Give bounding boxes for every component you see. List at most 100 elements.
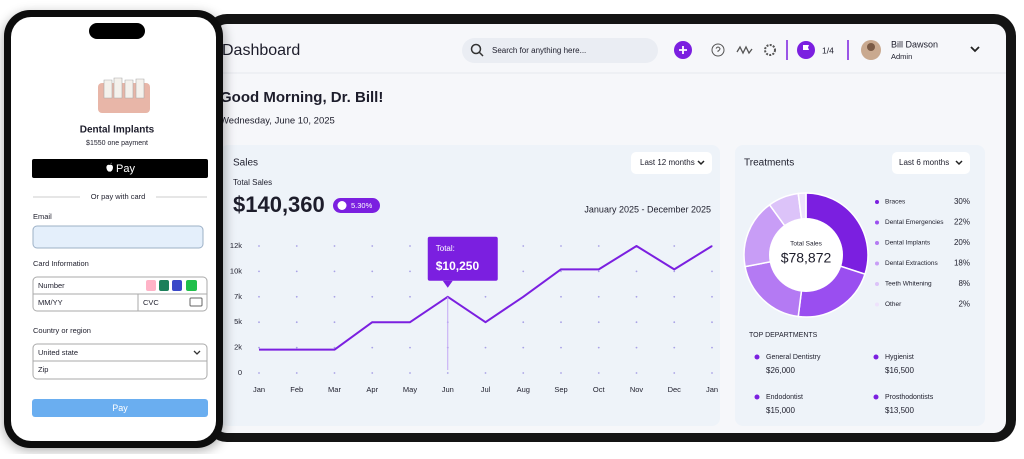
sales-filter[interactable]: [631, 152, 712, 174]
grid-dot: [711, 346, 713, 349]
grid-dot: [295, 270, 298, 273]
x-tick-label: Aug: [517, 385, 530, 394]
legend-label: Teeth Whitening: [885, 281, 932, 288]
grid-dot: [295, 372, 298, 374]
department-name: Endodontist: [766, 394, 803, 401]
grid-dot: [333, 295, 336, 298]
x-tick-label: Feb: [290, 385, 303, 394]
grid-dot: [522, 245, 525, 247]
grid-dot: [635, 372, 638, 374]
grid-dot: [371, 245, 374, 247]
flag-icon: [803, 45, 809, 55]
grid-dot: [522, 270, 525, 273]
activity-icon[interactable]: [736, 45, 753, 55]
grid-dot: [409, 245, 411, 247]
treatments-filter[interactable]: [892, 152, 970, 174]
user-role: Admin: [891, 52, 912, 61]
sales-title: Sales: [233, 158, 258, 169]
x-tick-label: May: [403, 385, 417, 394]
grid-dot: [635, 295, 638, 298]
grid-dot: [635, 346, 638, 349]
x-tick-label: Jan: [253, 385, 265, 394]
pay-button[interactable]: [32, 399, 208, 417]
user-menu-chevron[interactable]: [970, 46, 980, 53]
email-input[interactable]: [32, 225, 204, 249]
sales-change: 5.30%: [351, 201, 373, 210]
legend-dot: [875, 200, 879, 204]
card-brand-icon: [172, 280, 182, 291]
donut-hole: [769, 218, 843, 292]
x-tick-label: Jan: [706, 385, 718, 394]
grid-dot: [560, 372, 562, 374]
department-value: $26,000: [766, 366, 795, 375]
greeting: Good Morning, Dr. Bill!: [220, 89, 383, 106]
chevron: [193, 350, 201, 355]
grid-dot: [522, 321, 525, 324]
product-name: Dental Implants: [80, 125, 155, 136]
grid-dot: [522, 346, 525, 349]
chevron: [697, 160, 705, 166]
grid-dot: [597, 295, 600, 298]
grid-dot: [673, 372, 676, 374]
y-tick-label: 10k: [230, 266, 242, 275]
legend-dot: [875, 282, 879, 286]
grid-dot: [258, 321, 260, 324]
legend-label: Dental Extractions: [885, 260, 938, 267]
department-value: $13,500: [885, 406, 914, 415]
grid-dot: [333, 372, 336, 374]
sales-card: [220, 145, 720, 426]
help-icon: [715, 46, 721, 52]
sales-change-badge: [333, 198, 380, 213]
x-tick-label: Apr: [366, 385, 378, 394]
grid-dot: [597, 346, 600, 349]
grid-dot: [258, 270, 260, 273]
grid-dot: [333, 270, 336, 273]
treatments-title: Treatments: [744, 158, 794, 169]
help-icon[interactable]: [711, 43, 725, 57]
flag-count: 1/4: [822, 45, 834, 55]
grid-dot: [597, 270, 600, 273]
department-value: $15,000: [766, 406, 795, 415]
tooltip: [427, 236, 498, 281]
card-brand-icon: [186, 280, 197, 291]
legend-dot: [875, 302, 879, 307]
x-tick-label: Dec: [668, 385, 682, 394]
grid-dot: [333, 321, 336, 324]
legend-label: Braces: [885, 199, 906, 206]
expiry-placeholder: MM/YY: [38, 298, 63, 307]
department-name: General Dentistry: [766, 354, 821, 361]
apple-pay-button[interactable]: [32, 159, 208, 178]
grid-dot: [371, 372, 374, 374]
donut-center-label: Total Sales: [790, 241, 823, 248]
grid-dot: [295, 295, 298, 298]
grid-dot: [258, 346, 260, 349]
grid-dot: [371, 270, 374, 273]
search-box[interactable]: [462, 38, 658, 63]
grid-dot: [371, 346, 374, 349]
x-tick-label: Oct: [593, 385, 606, 394]
grid-dot: [597, 245, 600, 247]
tooltip-value: $10,250: [436, 259, 480, 273]
date: Wednesday, June 10, 2025: [220, 116, 335, 127]
card-brand-icon: [146, 280, 156, 291]
grid-dot: [711, 270, 713, 273]
cvc-placeholder: CVC: [143, 298, 159, 307]
department-dot: [873, 394, 879, 400]
grid-dot: [484, 346, 487, 349]
card-label: Card Information: [33, 259, 89, 268]
grid-dot: [333, 346, 336, 349]
grid-dot: [560, 245, 562, 247]
up-icon: [337, 201, 347, 210]
avatar: [867, 43, 875, 51]
apple-pay-text: Pay: [116, 163, 135, 175]
cvc-icon: [189, 297, 203, 307]
grid-dot: [560, 346, 562, 349]
x-tick-label: Jun: [442, 385, 454, 394]
legend-dot: [875, 220, 879, 225]
product-image: [103, 77, 145, 99]
grid-dot: [635, 270, 638, 273]
sales-total: $140,360: [233, 192, 325, 217]
settings-icon[interactable]: [764, 44, 776, 56]
legend-value: 20%: [954, 238, 970, 247]
